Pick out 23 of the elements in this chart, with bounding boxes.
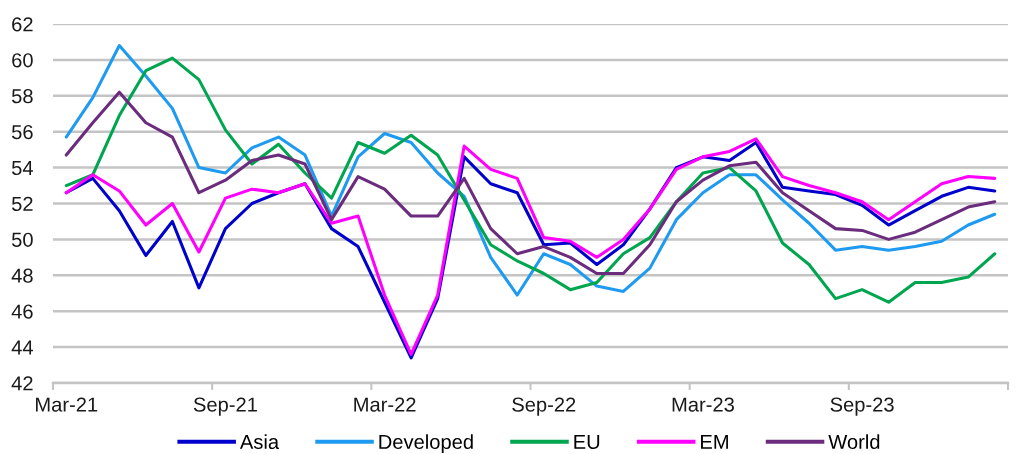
y-tick-label: 60 — [12, 53, 33, 68]
legend-label: EU — [574, 434, 600, 450]
y-tick-label: 56 — [11, 124, 33, 140]
legend-label: Developed — [379, 434, 473, 453]
legend-label: Asia — [239, 434, 280, 450]
y-tick-label: 48 — [11, 268, 33, 283]
x-tick-label: Sep-21 — [193, 397, 257, 416]
line-series — [64, 90, 997, 276]
x-tick-label: Mar-23 — [672, 397, 734, 412]
y-tick-label: 62 — [12, 17, 33, 32]
x-tick-label: Sep-23 — [830, 397, 894, 416]
x-tick-label: Mar-22 — [354, 397, 416, 412]
y-tick-label: 54 — [11, 161, 33, 176]
legend-label: EM — [701, 434, 728, 449]
y-tick-label: 42 — [11, 376, 33, 391]
y-tick-label: 46 — [11, 304, 33, 319]
y-tick-label: 58 — [11, 89, 33, 104]
y-tick-label: 50 — [11, 232, 33, 247]
x-tick-label: Mar-21 — [36, 397, 98, 412]
legend-label: World — [828, 434, 880, 450]
y-tick-label: 52 — [11, 196, 33, 211]
y-tick-label: 44 — [11, 340, 33, 355]
x-tick-label: Sep-22 — [512, 397, 576, 416]
